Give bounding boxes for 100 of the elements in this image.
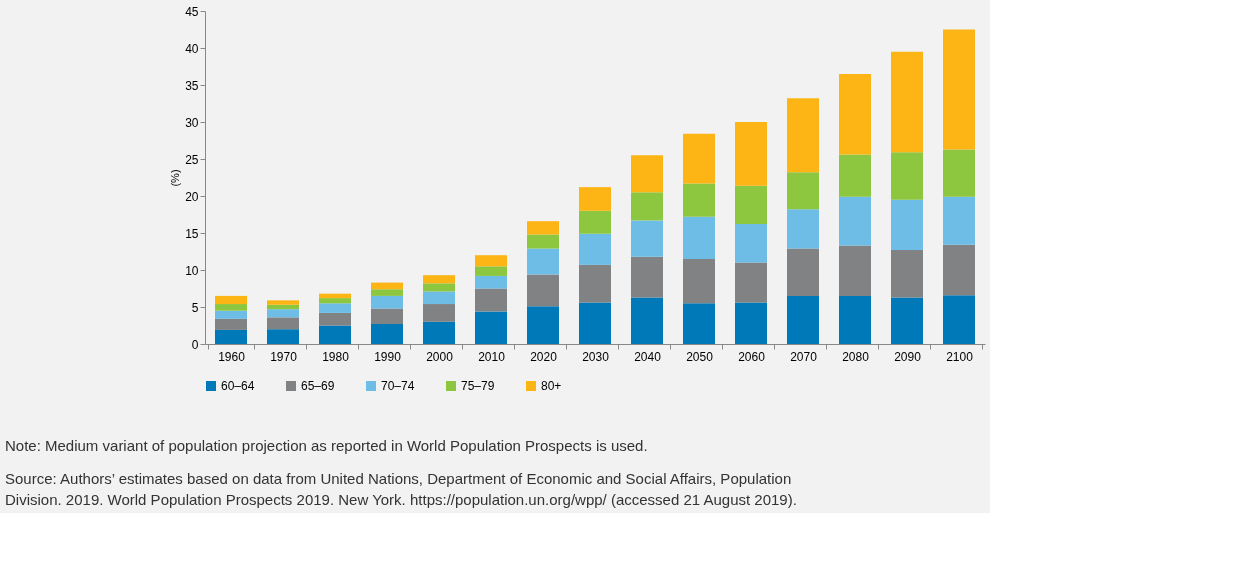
x-tick-label: 2100 xyxy=(946,349,974,364)
bar xyxy=(423,291,455,305)
bar xyxy=(215,304,247,311)
bar xyxy=(319,293,351,299)
x-tick-label: 2090 xyxy=(894,349,922,364)
bar xyxy=(631,155,663,193)
bar xyxy=(475,255,507,267)
bar xyxy=(787,172,819,210)
bar xyxy=(943,29,975,150)
bar xyxy=(371,308,403,325)
bar xyxy=(475,275,507,289)
bar xyxy=(735,122,767,186)
bar xyxy=(215,310,247,319)
x-tick-label: 1970 xyxy=(270,349,298,364)
y-tick-label: 30 xyxy=(185,115,199,130)
x-tick-label: 1960 xyxy=(218,349,246,364)
bar xyxy=(631,192,663,221)
bar xyxy=(319,298,351,304)
bar xyxy=(683,183,715,217)
bar xyxy=(267,329,299,344)
bar xyxy=(787,295,819,344)
x-tick-label: 2080 xyxy=(842,349,870,364)
bar xyxy=(631,220,663,257)
bar xyxy=(215,329,247,344)
legend-label: 70–74 xyxy=(381,379,415,393)
bar xyxy=(943,149,975,197)
bar xyxy=(735,262,767,303)
bar xyxy=(319,312,351,326)
legend-label: 75–79 xyxy=(461,379,495,393)
bar xyxy=(579,302,611,344)
y-tick-label: 35 xyxy=(185,78,199,93)
bar xyxy=(839,196,871,246)
y-tick-label: 0 xyxy=(191,337,199,352)
x-tick-label: 1990 xyxy=(374,349,402,364)
bar xyxy=(423,321,455,344)
bar xyxy=(579,233,611,265)
bar xyxy=(891,297,923,344)
bar xyxy=(423,275,455,284)
bar xyxy=(787,209,819,249)
y-tick-label: 25 xyxy=(185,152,199,167)
bar xyxy=(735,302,767,344)
x-tick-label: 2070 xyxy=(790,349,818,364)
bar xyxy=(371,295,403,309)
bar xyxy=(891,51,923,153)
x-tick-label: 1980 xyxy=(322,349,350,364)
bar xyxy=(787,98,819,173)
bar xyxy=(423,304,455,322)
bar xyxy=(891,199,923,251)
legend-label: 65–69 xyxy=(301,379,335,393)
bar xyxy=(527,248,559,275)
bar xyxy=(839,154,871,197)
bar xyxy=(371,282,403,290)
bar xyxy=(943,244,975,296)
y-tick-label: 45 xyxy=(185,4,199,19)
y-tick-label: 40 xyxy=(185,41,199,56)
bar xyxy=(579,187,611,211)
y-axis-title: (%) xyxy=(169,169,182,187)
bar xyxy=(371,289,403,296)
bar xyxy=(839,295,871,344)
x-tick-label: 2020 xyxy=(530,349,558,364)
source-note: Source: Authors’ estimates based on data from United Nations, Department of Economic and Social Affairs, Population Division. 2019. World Population Prospects 2019. New York. https://population.un.org/wpp/ (accessed 21 August 2019). xyxy=(5,470,797,508)
bar xyxy=(631,297,663,344)
bar xyxy=(631,256,663,298)
bar xyxy=(527,306,559,344)
text: Note: Medium variant of population projection as reported in World Population Prospects is used. xyxy=(5,437,648,454)
bar xyxy=(891,250,923,298)
bar xyxy=(527,221,559,235)
y-tick-label: 5 xyxy=(191,300,199,315)
bar xyxy=(215,318,247,330)
bar xyxy=(371,324,403,344)
bar xyxy=(527,274,559,307)
bar xyxy=(475,311,507,344)
bar xyxy=(267,300,299,305)
legend-label: 80+ xyxy=(541,379,562,393)
bar xyxy=(683,303,715,344)
x-tick-label: 2000 xyxy=(426,349,454,364)
x-tick-label: 2050 xyxy=(686,349,714,364)
bar xyxy=(891,152,923,200)
legend-label: 60–64 xyxy=(221,379,255,393)
bar xyxy=(475,288,507,312)
bar xyxy=(839,245,871,296)
bar xyxy=(579,264,611,303)
y-tick-label: 10 xyxy=(185,263,199,278)
bar xyxy=(735,185,767,225)
bar xyxy=(943,196,975,245)
bar xyxy=(683,216,715,259)
bar xyxy=(787,248,819,296)
x-tick-label: 2010 xyxy=(478,349,506,364)
bar xyxy=(735,224,767,263)
bar xyxy=(527,234,559,249)
bar xyxy=(215,295,247,305)
y-tick-label: 20 xyxy=(185,189,199,204)
y-tick-label: 15 xyxy=(185,226,199,241)
x-tick-label: 2060 xyxy=(738,349,766,364)
x-tick-label: 2040 xyxy=(634,349,662,364)
bar xyxy=(319,303,351,313)
x-tick-label: 2030 xyxy=(582,349,610,364)
bar xyxy=(267,309,299,318)
bar xyxy=(267,304,299,310)
bar xyxy=(683,258,715,304)
